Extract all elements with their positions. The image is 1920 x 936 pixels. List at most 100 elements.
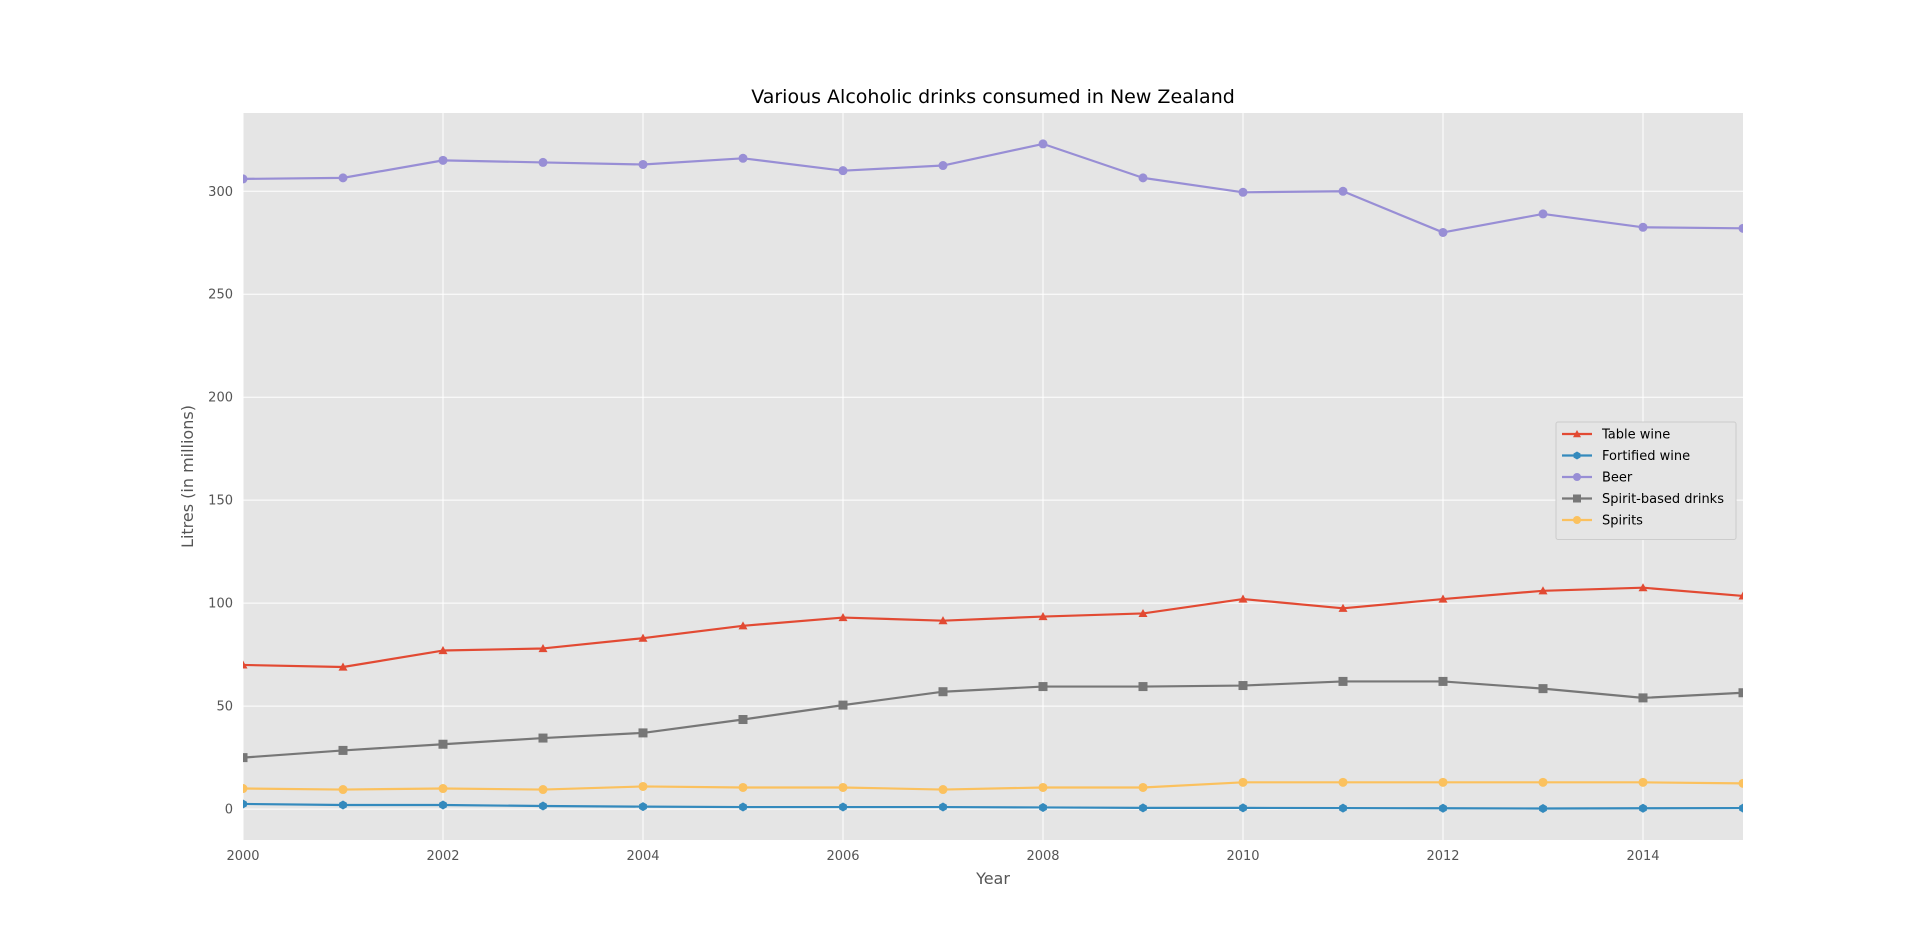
circle-marker xyxy=(1138,173,1148,183)
square-marker xyxy=(638,728,648,738)
x-tick-label: 2000 xyxy=(226,849,259,864)
x-tick-label: 2004 xyxy=(626,849,659,864)
hexagon-marker xyxy=(839,802,847,812)
series-line xyxy=(243,781,1743,791)
square-marker xyxy=(1738,688,1743,698)
circle-marker xyxy=(638,159,648,169)
triangle-marker xyxy=(1338,603,1348,612)
x-tick-label: 2006 xyxy=(826,849,859,864)
circle-marker xyxy=(1338,186,1348,196)
x-axis-label: Year xyxy=(975,869,1010,888)
circle-marker xyxy=(638,781,648,791)
series-spirits xyxy=(243,777,1743,795)
square-marker xyxy=(1638,693,1648,703)
x-tick-label: 2014 xyxy=(1626,849,1659,864)
hexagon-marker xyxy=(1439,803,1447,813)
legend-item: Fortified wine xyxy=(1562,449,1690,464)
square-marker xyxy=(1438,676,1448,686)
triangle-marker xyxy=(1738,591,1743,600)
circle-marker xyxy=(938,161,948,171)
circle-marker xyxy=(1138,782,1148,792)
circle-marker xyxy=(1573,473,1581,481)
y-axis-label: Litres (in millions) xyxy=(178,405,197,548)
hexagon-marker xyxy=(1639,803,1647,813)
circle-marker xyxy=(338,785,348,795)
triangle-marker xyxy=(1638,583,1648,592)
triangle-marker xyxy=(243,660,248,669)
legend-item: Table wine xyxy=(1562,428,1670,443)
series-beer xyxy=(243,139,1743,237)
square-marker xyxy=(1238,681,1248,691)
y-tick-label: 150 xyxy=(208,494,233,509)
triangle-marker xyxy=(1573,430,1581,438)
circle-marker xyxy=(1738,778,1743,788)
hexagon-marker xyxy=(1339,803,1347,813)
circle-marker xyxy=(1238,187,1248,197)
square-marker xyxy=(838,700,848,710)
hexagon-marker xyxy=(339,800,347,810)
x-tick-label: 2008 xyxy=(1026,849,1059,864)
series-fortified-wine xyxy=(243,799,1743,813)
triangle-marker xyxy=(638,633,648,642)
circle-marker xyxy=(838,166,848,176)
triangle-marker xyxy=(838,613,848,622)
square-marker xyxy=(243,753,248,763)
square-marker xyxy=(738,715,748,725)
circle-marker xyxy=(1573,516,1581,524)
circle-marker xyxy=(1438,777,1448,787)
triangle-marker xyxy=(1438,594,1448,603)
hexagon-marker xyxy=(1239,803,1247,813)
circle-marker xyxy=(1438,227,1448,237)
x-tick-label: 2010 xyxy=(1226,849,1259,864)
hexagon-marker xyxy=(539,801,547,811)
series-line xyxy=(243,142,1743,234)
legend-box xyxy=(1555,421,1737,540)
hexagon-marker xyxy=(1739,803,1743,813)
y-tick-label: 0 xyxy=(225,803,233,818)
triangle-marker xyxy=(1038,612,1048,621)
legend: Table wine Fortified wine Beer Spirit-based… xyxy=(1555,421,1737,540)
x-tick-label: 2002 xyxy=(426,849,459,864)
triangle-marker xyxy=(1238,594,1248,603)
triangle-marker xyxy=(538,643,548,653)
hexagon-marker xyxy=(639,802,647,812)
hexagon-marker xyxy=(1573,451,1581,460)
circle-marker xyxy=(1038,782,1048,792)
series-layer xyxy=(243,139,1743,813)
legend-label: Fortified wine xyxy=(1602,449,1690,464)
grid-lines xyxy=(242,113,1743,840)
hexagon-marker xyxy=(939,802,947,812)
hexagon-marker xyxy=(739,802,747,812)
legend-label: Beer xyxy=(1602,471,1633,486)
circle-marker xyxy=(1738,223,1743,233)
square-marker xyxy=(438,739,448,749)
circle-marker xyxy=(1638,777,1648,787)
y-tick-label: 300 xyxy=(208,185,233,200)
legend-item: Spirit-based drinks xyxy=(1562,492,1724,507)
legend-label: Table wine xyxy=(1601,428,1670,443)
triangle-marker xyxy=(1138,608,1148,618)
plot-background xyxy=(243,113,1743,840)
square-marker xyxy=(1538,684,1548,694)
square-marker xyxy=(1138,682,1148,692)
hexagon-marker xyxy=(243,799,247,809)
circle-marker xyxy=(338,173,348,183)
circle-marker xyxy=(538,785,548,795)
circle-marker xyxy=(1238,777,1248,787)
hexagon-marker xyxy=(1039,802,1047,812)
series-table-wine xyxy=(243,583,1743,671)
square-marker xyxy=(338,745,348,755)
hexagon-marker xyxy=(1539,803,1547,813)
square-marker xyxy=(1038,682,1048,692)
series-line xyxy=(243,680,1743,759)
circle-marker xyxy=(738,782,748,792)
series-line xyxy=(243,586,1743,669)
circle-marker xyxy=(243,174,248,184)
square-marker xyxy=(538,733,548,743)
circle-marker xyxy=(1538,209,1548,219)
circle-marker xyxy=(938,785,948,795)
tick-labels: 2000 2002 2004 2006 2008 2010 2012 2014 0 50 100 15… xyxy=(208,185,1659,864)
circle-marker xyxy=(243,784,248,794)
circle-marker xyxy=(1538,777,1548,787)
